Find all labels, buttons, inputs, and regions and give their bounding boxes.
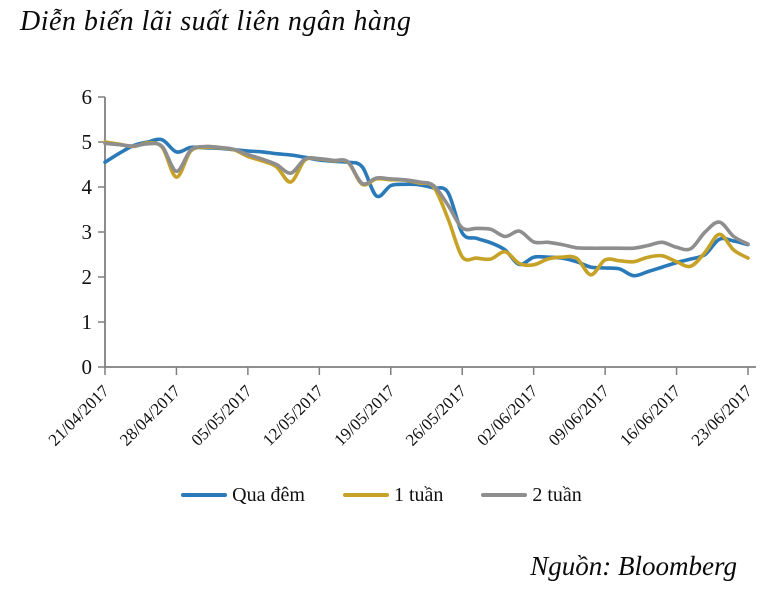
one-week-line-swatch <box>342 493 389 497</box>
legend-item-2-weeks: 2 tuần <box>481 483 582 507</box>
x-axis-label: 21/04/2017 <box>45 381 114 450</box>
x-axis-label: 16/06/2017 <box>616 381 685 450</box>
interbank-rate-line-chart: 0 1 2 3 4 5 6 21/04/2017 28/04/2017 05/05/2017 12/… <box>45 85 757 450</box>
y-axis-label: 1 <box>82 310 93 334</box>
x-axis-label: 09/06/2017 <box>545 381 614 450</box>
y-axis-label: 0 <box>82 355 93 379</box>
x-axis-label: 28/04/2017 <box>116 381 185 450</box>
y-axis-label: 5 <box>82 130 93 154</box>
series-line-1 <box>103 140 750 277</box>
legend-label: 2 tuần <box>532 483 582 506</box>
y-axis-label: 4 <box>82 175 93 199</box>
legend-item-1-week: 1 tuần <box>342 483 444 507</box>
legend-label: 1 tuần <box>393 483 444 506</box>
x-axis-label: 23/06/2017 <box>688 381 757 450</box>
y-axis-label: 6 <box>82 85 93 109</box>
y-axis-label: 2 <box>82 265 93 289</box>
page-title: Diễn biến lãi suất liên ngân hàng <box>20 6 412 37</box>
legend-label: Qua đêm <box>232 483 305 506</box>
x-axis-label: 12/05/2017 <box>259 381 328 450</box>
two-week-line-swatch <box>481 493 528 497</box>
series-line-2 <box>103 141 750 252</box>
x-axis-label: 05/05/2017 <box>188 381 257 450</box>
overnight-line-swatch <box>181 493 228 497</box>
source-attribution: Nguồn: Bloomberg <box>530 551 737 581</box>
legend-item-overnight: Qua đêm <box>181 484 305 507</box>
chart-legend: Qua đêm 1 tuần 2 tuần <box>0 480 763 510</box>
x-axis-label: 19/05/2017 <box>330 381 399 450</box>
x-axis-label: 02/06/2017 <box>473 381 542 450</box>
y-axis-label: 3 <box>82 220 93 244</box>
x-axis-label: 26/05/2017 <box>402 381 471 450</box>
